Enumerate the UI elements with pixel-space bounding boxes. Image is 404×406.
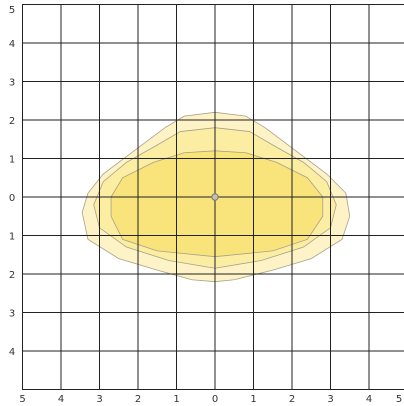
y-tick-label: 3 — [9, 309, 15, 320]
x-tick-label: 1 — [250, 394, 256, 405]
x-tick-label: 5 — [19, 394, 25, 405]
x-tick-label: 1 — [173, 394, 179, 405]
y-tick-label: 4 — [9, 347, 15, 358]
y-tick-label: 1 — [9, 155, 15, 166]
x-tick-label: 0 — [212, 394, 218, 405]
plot-frame — [22, 4, 404, 390]
y-tick-label: 3 — [9, 78, 15, 89]
y-tick-label: 4 — [9, 39, 15, 50]
x-tick-label: 2 — [289, 394, 295, 405]
x-tick-label: 5 — [396, 394, 402, 405]
x-tick-label: 3 — [327, 394, 333, 405]
y-tick-label: 0 — [9, 193, 15, 204]
x-tick-label: 4 — [366, 394, 372, 405]
y-tick-label: 1 — [9, 232, 15, 243]
x-tick-label: 2 — [135, 394, 141, 405]
y-tick-label: 5 — [9, 5, 15, 16]
y-tick-label: 2 — [9, 116, 15, 127]
x-tick-label: 3 — [96, 394, 102, 405]
y-tick-label: 2 — [9, 270, 15, 281]
x-tick-label: 4 — [58, 394, 64, 405]
center-marker — [211, 193, 219, 201]
